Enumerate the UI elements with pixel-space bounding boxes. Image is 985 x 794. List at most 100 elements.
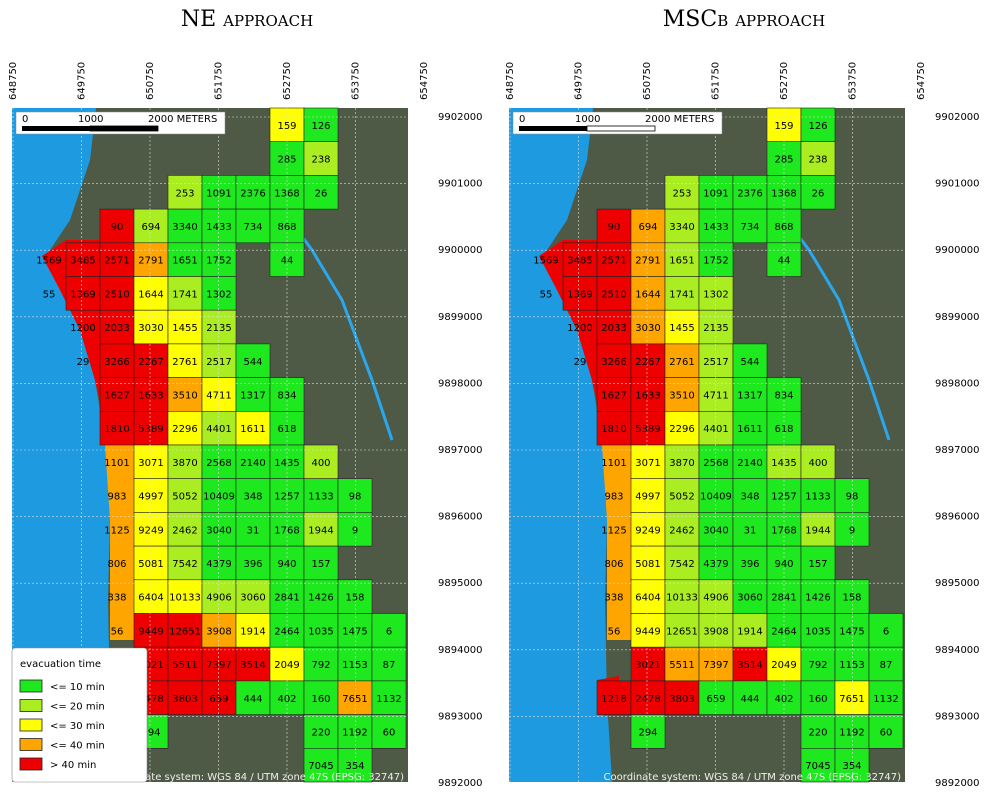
cell-label: 1317 [240,390,265,401]
cell-label: 338 [604,593,623,604]
cell-label: 1633 [635,390,660,401]
cell-label: 940 [277,559,296,570]
cell-label: 4401 [206,424,231,435]
cell-label: 3514 [737,660,762,671]
cell-label: 60 [383,727,396,738]
cell-label: 9 [352,525,358,536]
cell-label: 3510 [669,390,694,401]
cell-label: 10409 [700,492,732,503]
cell-label: 940 [774,559,793,570]
cell-label: 1768 [274,525,299,536]
x-tick-label: 653750 [351,62,362,100]
cell-label: 10133 [666,593,698,604]
cell-label: 2376 [240,188,265,199]
cell-label: 3510 [172,390,197,401]
cell-label: 6 [883,626,889,637]
cell-label: 400 [311,458,330,469]
scale-bar-label: 1000 [575,114,600,125]
cell-label: 1651 [172,256,197,267]
cell-label: 868 [277,222,296,233]
cell-label: 2510 [601,289,626,300]
x-tick-label: 651750 [214,62,225,100]
cell-label: 2464 [771,626,796,637]
scale-bar-label: 0 [519,114,525,125]
cell-label: 1200 [567,323,592,334]
cell-label: 1914 [737,626,762,637]
panel-title: MSCb approach [663,7,825,32]
cell-label: 158 [842,593,861,604]
cell-label: 9449 [635,626,660,637]
y-tick-label: 9897000 [438,445,483,456]
cell-label: 1569 [36,256,61,267]
cell-label: 26 [812,188,825,199]
cell-label: 1644 [138,289,163,300]
cell-label: 3485 [70,256,95,267]
cell-label: 1914 [240,626,265,637]
cell-label: 4906 [206,593,231,604]
cell-label: 1426 [308,593,333,604]
y-tick-label: 9896000 [935,512,980,523]
cell-label: 1455 [172,323,197,334]
cell-label: 2140 [240,458,265,469]
cell-label: 1433 [703,222,728,233]
cell-label: 402 [774,694,793,705]
cell-label: 1101 [601,458,626,469]
y-tick-label: 9894000 [438,645,483,656]
cell-label: 253 [175,188,194,199]
cell-label: 98 [349,492,362,503]
cell-label: 5389 [138,424,163,435]
cell-label: 26 [315,188,328,199]
cell-label: 1426 [805,593,830,604]
cell-label: 1944 [805,525,830,536]
cell-label: 1133 [805,492,830,503]
cell-label: 444 [740,694,759,705]
cell-label: 7542 [172,559,197,570]
legend-label: <= 20 min [50,702,105,713]
cell-label: 868 [774,222,793,233]
cell-label: 618 [277,424,296,435]
scale-bar-label: 2000 METERS [148,114,217,125]
cell-label: 5389 [635,424,660,435]
cell-label: 285 [277,155,296,166]
scale-bar [90,126,158,131]
cell-label: 6404 [635,593,660,604]
scale-bar [587,126,655,131]
cell-label: 1644 [635,289,660,300]
cell-label: 3060 [240,593,265,604]
legend-label: <= 30 min [50,721,105,732]
y-tick-label: 9900000 [935,245,980,256]
legend-swatch [20,700,42,712]
x-tick-label: 650750 [145,62,156,100]
legend-label: <= 40 min [50,741,105,752]
cell-label: 1475 [342,626,367,637]
x-tick-label: 651750 [711,62,722,100]
cell-label: 402 [277,694,296,705]
y-tick-label: 9901000 [935,179,980,190]
cell-label: 9449 [138,626,163,637]
cell-label: 1257 [274,492,299,503]
cell-label: 5081 [138,559,163,570]
cell-label: 1132 [376,694,401,705]
cell-label: 3340 [669,222,694,233]
cell-label: 31 [247,525,260,536]
cell-label: 1257 [771,492,796,503]
cell-label: 2464 [274,626,299,637]
cell-label: 9249 [635,525,660,536]
cell-label: 4997 [138,492,163,503]
cell-label: 7045 [805,761,830,772]
cell-label: 1633 [138,390,163,401]
cell-label: 10133 [169,593,201,604]
cell-label: 126 [808,121,827,132]
cell-label: 3021 [635,660,660,671]
cell-label: 1192 [342,727,367,738]
cell-label: 2462 [172,525,197,536]
cell-label: 1944 [308,525,333,536]
x-tick-label: 650750 [642,62,653,100]
scale-bar [519,126,587,131]
y-tick-label: 9898000 [438,378,483,389]
cell-label: 3266 [104,357,129,368]
cell-label: 5511 [172,660,197,671]
cell-label: 3908 [703,626,728,637]
cell-label: 792 [311,660,330,671]
y-tick-label: 9897000 [935,445,980,456]
